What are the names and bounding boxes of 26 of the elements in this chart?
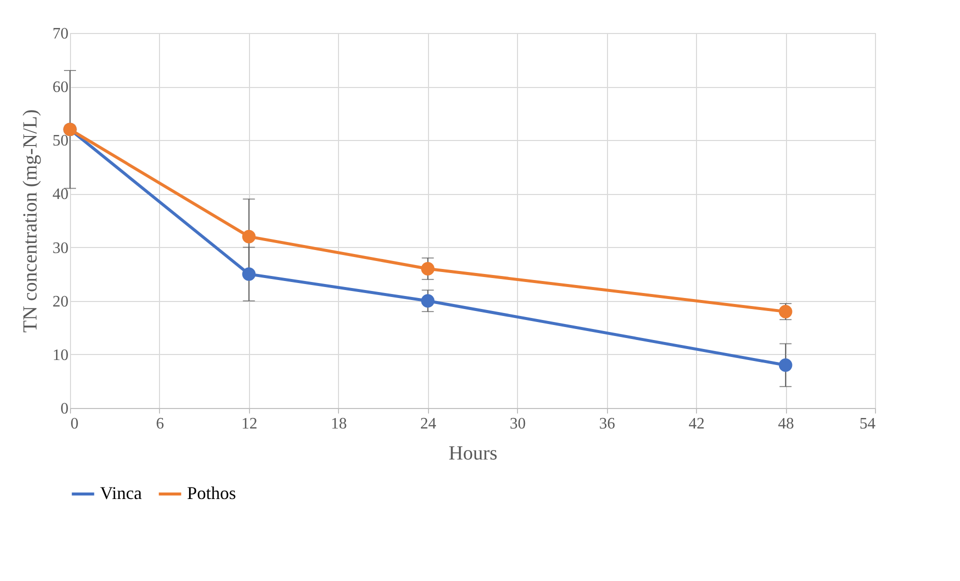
x-tick-label: 6	[156, 416, 164, 432]
y-tick-label: 20	[52, 293, 68, 310]
x-axis-title: Hours	[448, 442, 498, 464]
legend-label: Vinca	[100, 483, 142, 503]
y-tick-label: 60	[52, 79, 68, 96]
legend-label: Pothos	[187, 483, 236, 503]
x-tick-label: 30	[510, 416, 526, 432]
x-tick-label: 48	[778, 416, 794, 432]
y-axis-title: TN concentration (mg-N/L)	[20, 109, 42, 333]
x-tick-label: 18	[330, 416, 347, 432]
point	[242, 230, 256, 244]
x-tick-label: 54	[860, 416, 876, 432]
y-tick-label: 30	[52, 240, 68, 257]
point	[242, 267, 256, 281]
y-tick-label: 50	[52, 132, 68, 150]
y-tick-label: 70	[52, 26, 68, 42]
point	[421, 262, 434, 276]
y-tick-label: 10	[52, 346, 68, 364]
x-tick-label: 36	[599, 416, 616, 432]
x-tick-label: 12	[241, 416, 258, 432]
y-tick-label: 0	[60, 400, 68, 418]
point	[778, 358, 792, 372]
x-tick-label: 42	[688, 416, 705, 432]
point	[421, 294, 434, 308]
x-tick-label: 24	[420, 416, 436, 432]
y-tick-label: 40	[52, 186, 68, 204]
